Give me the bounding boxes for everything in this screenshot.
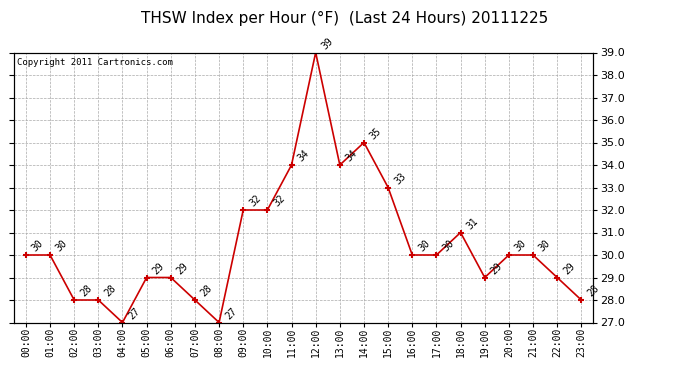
Text: 32: 32 [272, 193, 287, 208]
Text: 29: 29 [489, 261, 504, 276]
Text: 29: 29 [151, 261, 166, 276]
Text: 35: 35 [368, 126, 384, 141]
Text: 28: 28 [103, 283, 118, 298]
Text: 27: 27 [127, 306, 142, 321]
Text: 29: 29 [562, 261, 577, 276]
Text: 32: 32 [248, 193, 263, 208]
Text: 28: 28 [586, 283, 601, 298]
Text: 27: 27 [224, 306, 239, 321]
Text: 30: 30 [513, 238, 529, 254]
Text: 33: 33 [393, 171, 408, 186]
Text: 30: 30 [538, 238, 553, 254]
Text: 39: 39 [320, 36, 335, 51]
Text: 29: 29 [175, 261, 190, 276]
Text: 30: 30 [441, 238, 456, 254]
Text: THSW Index per Hour (°F)  (Last 24 Hours) 20111225: THSW Index per Hour (°F) (Last 24 Hours)… [141, 11, 549, 26]
Text: 34: 34 [344, 148, 359, 164]
Text: 28: 28 [79, 283, 94, 298]
Text: Copyright 2011 Cartronics.com: Copyright 2011 Cartronics.com [17, 58, 172, 67]
Text: 30: 30 [30, 238, 46, 254]
Text: 30: 30 [55, 238, 70, 254]
Text: 30: 30 [417, 238, 432, 254]
Text: 28: 28 [199, 283, 215, 298]
Text: 31: 31 [465, 216, 480, 231]
Text: 34: 34 [296, 148, 311, 164]
